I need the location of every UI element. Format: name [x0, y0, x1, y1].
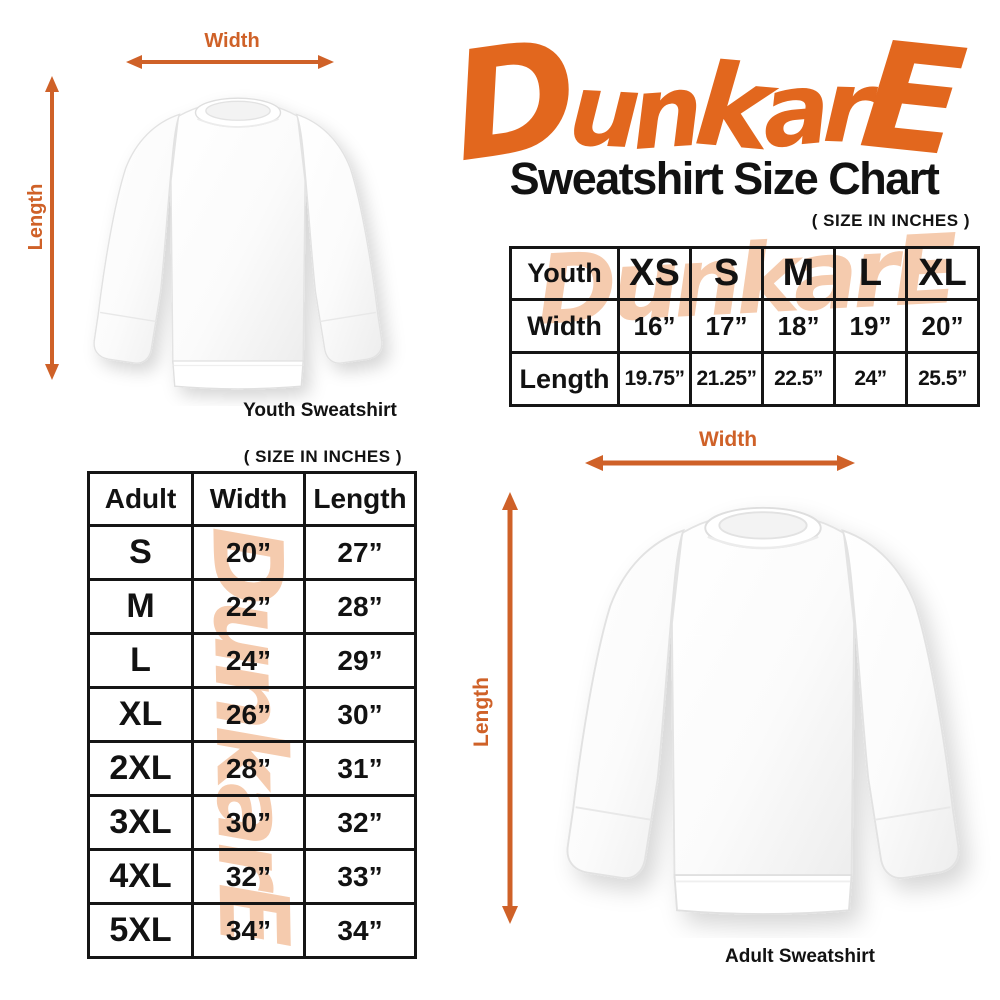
dunkare-logo: D u n k a r E [427, 0, 990, 197]
value-cell: 20” [191, 524, 306, 581]
adult-length-label: Length [470, 677, 493, 747]
size-cell: S [87, 524, 194, 581]
table-row: S 20” 27” [87, 524, 417, 581]
size-cell: 4XL [87, 848, 194, 905]
page-title: Sweatshirt Size Chart [509, 153, 940, 204]
value-cell: 28” [191, 740, 306, 797]
adult-table-header-cell: Adult [87, 471, 194, 527]
adult-table-header-cell: Length [303, 471, 417, 527]
value-cell: 28” [303, 578, 417, 635]
size-in-inches-note-adult: ( SIZE IN INCHES ) [243, 447, 402, 466]
value-cell: 22” [191, 578, 306, 635]
value-cell: 34” [303, 902, 417, 959]
table-row: 3XL 30” 32” [87, 794, 417, 851]
table-row: 4XL 32” 33” [87, 848, 417, 905]
value-cell: 27” [303, 524, 417, 581]
value-cell: 24” [191, 632, 306, 689]
youth-table-header-cell: L [833, 246, 908, 301]
value-cell: 17” [689, 298, 764, 354]
adult-width-arrow-icon [585, 455, 855, 471]
value-cell: 31” [303, 740, 417, 797]
youth-width-label: Width [204, 30, 260, 52]
youth-length-arrow-icon [45, 76, 59, 380]
table-row: L 24” 29” [87, 632, 417, 689]
value-cell: 26” [191, 686, 306, 743]
table-row: 5XL 34” 34” [87, 902, 417, 959]
value-cell: 22.5” [761, 351, 836, 407]
size-cell: M [87, 578, 194, 635]
row-label-cell: Length [509, 351, 620, 407]
adult-length-arrow-icon [502, 492, 518, 924]
youth-table-header-cell: Youth [509, 246, 620, 301]
adult-width-label: Width [698, 428, 758, 451]
value-cell: 19” [833, 298, 908, 354]
value-cell: 19.75” [617, 351, 692, 407]
value-cell: 32” [303, 794, 417, 851]
value-cell: 24” [833, 351, 908, 407]
youth-table-header-cell: XL [905, 246, 980, 301]
youth-sweatshirt-image [68, 64, 408, 406]
size-cell: 5XL [87, 902, 194, 959]
youth-width-arrow-icon [126, 55, 334, 69]
value-cell: 25.5” [905, 351, 980, 407]
youth-table-header-cell: S [689, 246, 764, 301]
value-cell: 30” [191, 794, 306, 851]
size-cell: 2XL [87, 740, 194, 797]
size-cell: XL [87, 686, 194, 743]
youth-table-header-cell: M [761, 246, 836, 301]
value-cell: 21.25” [689, 351, 764, 407]
value-cell: 30” [303, 686, 417, 743]
size-in-inches-note-youth: ( SIZE IN INCHES ) [811, 211, 970, 230]
value-cell: 34” [191, 902, 306, 959]
value-cell: 16” [617, 298, 692, 354]
value-cell: 29” [303, 632, 417, 689]
adult-size-table: Adult Width Length S 20” 27” M 22” 28” L… [87, 471, 417, 959]
table-row: Width 16” 17” 18” 19” 20” [509, 298, 980, 354]
logo-letter: E [854, 8, 973, 190]
size-cell: L [87, 632, 194, 689]
table-row: M 22” 28” [87, 578, 417, 635]
value-cell: 32” [191, 848, 306, 905]
youth-sweatshirt-caption: Youth Sweatshirt [243, 400, 397, 421]
table-row: XL 26” 30” [87, 686, 417, 743]
row-label-cell: Width [509, 298, 620, 354]
adult-sweatshirt-image [532, 460, 994, 938]
value-cell: 33” [303, 848, 417, 905]
youth-size-table: Youth XS S M L XL Width 16” 17” 18” 19” … [509, 246, 980, 407]
adult-sweatshirt-caption: Adult Sweatshirt [725, 946, 875, 967]
table-row: Youth XS S M L XL [509, 246, 980, 301]
value-cell: 18” [761, 298, 836, 354]
adult-table-header-cell: Width [191, 471, 306, 527]
youth-table-header-cell: XS [617, 246, 692, 301]
size-cell: 3XL [87, 794, 194, 851]
table-row: Length 19.75” 21.25” 22.5” 24” 25.5” [509, 351, 980, 407]
table-row: Adult Width Length [87, 471, 417, 527]
value-cell: 20” [905, 298, 980, 354]
table-row: 2XL 28” 31” [87, 740, 417, 797]
